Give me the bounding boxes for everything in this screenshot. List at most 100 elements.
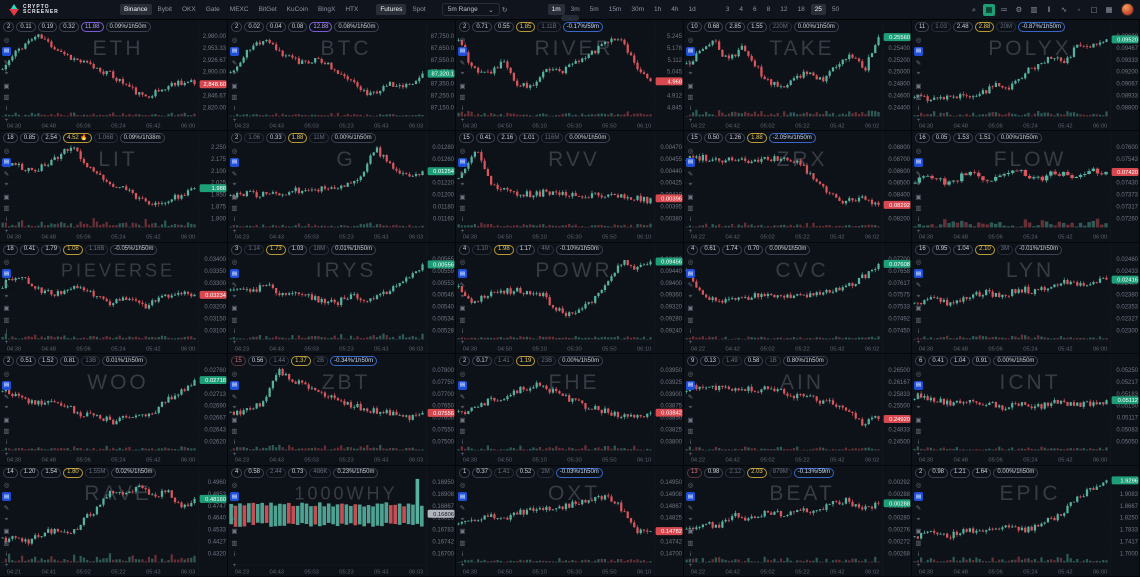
add-icon[interactable]: + xyxy=(916,562,921,570)
add-icon[interactable]: + xyxy=(688,227,693,235)
badge-0[interactable]: 11 xyxy=(915,22,930,32)
draw-icon[interactable]: ✎ xyxy=(915,170,922,178)
add-icon[interactable]: + xyxy=(460,339,465,347)
add-icon[interactable]: + xyxy=(460,450,465,458)
panels-icon[interactable]: ▥ xyxy=(231,428,238,436)
camera-icon[interactable]: ◎ xyxy=(915,482,922,490)
chart-style-icon[interactable]: ▤ xyxy=(686,46,695,56)
draw-icon[interactable]: ✎ xyxy=(915,393,922,401)
chart-style-icon[interactable]: ▤ xyxy=(2,46,11,56)
camera-icon[interactable]: ◎ xyxy=(915,259,922,267)
camera-icon[interactable]: ◎ xyxy=(3,36,10,44)
chart-style-icon[interactable]: ▤ xyxy=(2,269,11,279)
info-icon[interactable]: i xyxy=(917,216,920,224)
camera-icon[interactable]: ◎ xyxy=(231,36,238,44)
chart-style-icon[interactable]: ▤ xyxy=(914,269,923,279)
price-chart[interactable]: 5.2455.1785.1125.0454.9784.9124.8454.968… xyxy=(456,20,683,131)
crosshair-icon[interactable]: ⌖ xyxy=(232,515,237,523)
panels-icon[interactable]: ▥ xyxy=(915,316,922,324)
badge-4[interactable]: 11.88 xyxy=(80,22,104,32)
crosshair-icon[interactable]: ⌖ xyxy=(4,515,9,523)
camera-icon[interactable]: ◎ xyxy=(687,259,694,267)
badge-0[interactable]: 16 xyxy=(915,133,930,144)
panels-icon[interactable]: ▥ xyxy=(687,316,694,324)
camera-icon[interactable]: ◎ xyxy=(915,36,922,44)
badge-2[interactable]: 1.41 xyxy=(494,356,514,367)
badge-2[interactable]: 2.85 xyxy=(725,22,746,32)
crosshair-icon[interactable]: ⌖ xyxy=(4,404,9,412)
badge-1[interactable]: 0.41 xyxy=(19,244,40,255)
info-icon[interactable]: i xyxy=(689,105,692,112)
draw-icon[interactable]: ✎ xyxy=(459,505,466,513)
exchange-tab-bitget[interactable]: BitGet xyxy=(258,6,277,13)
exchange-tab-kucoin[interactable]: KuCoin xyxy=(286,6,308,13)
add-icon[interactable]: + xyxy=(232,450,237,458)
panels-icon[interactable]: ▥ xyxy=(459,428,466,436)
info-icon[interactable]: i xyxy=(461,439,464,447)
candles-icon[interactable]: ‖ xyxy=(1047,5,1051,14)
draw-icon[interactable]: ✎ xyxy=(459,59,466,67)
price-chart[interactable]: 0.4960 0.4853 0.4747 0.4640 0.4533 0.4427 0.43… xyxy=(0,465,227,576)
info-icon[interactable]: i xyxy=(689,550,692,558)
crosshair-icon[interactable]: ⌖ xyxy=(916,404,921,412)
info-icon[interactable]: i xyxy=(5,327,8,335)
crosshair-icon[interactable]: ⌖ xyxy=(688,515,693,523)
pct-time-badge[interactable]: 0.00%/1h50m xyxy=(330,133,376,144)
badge-4[interactable]: 11M xyxy=(309,133,329,144)
exchange-tab-gate[interactable]: Gate xyxy=(205,6,220,13)
layers-icon[interactable]: ▣ xyxy=(459,528,466,536)
draw-icon[interactable]: ✎ xyxy=(915,505,922,513)
panels-icon[interactable]: ▥ xyxy=(231,205,238,213)
badge-2[interactable]: 1.73 xyxy=(266,244,286,255)
price-chart[interactable]: 0.265000.261670.258330.255000.251670.248… xyxy=(684,354,911,465)
badge-0[interactable]: 10 xyxy=(687,22,702,32)
info-icon[interactable]: i xyxy=(233,439,236,447)
badge-3[interactable]: 1.08 xyxy=(63,244,83,255)
add-icon[interactable]: + xyxy=(232,116,237,124)
exchange-tab-htx[interactable]: HTX xyxy=(345,6,359,13)
add-icon[interactable]: + xyxy=(916,116,921,124)
pct-time-badge[interactable]: 0.01%/1h50m xyxy=(331,244,377,255)
add-icon[interactable]: + xyxy=(4,227,9,235)
price-chart[interactable]: 0.027600.027370.027130.026900.026670.026… xyxy=(0,354,227,465)
layers-icon[interactable]: ▣ xyxy=(3,416,10,424)
info-icon[interactable]: i xyxy=(5,439,8,447)
grid-size-tab-50[interactable]: 50 xyxy=(831,6,840,13)
badge-4[interactable]: 12.88 xyxy=(309,22,333,32)
badge-0[interactable]: 16 xyxy=(915,244,930,255)
panels-icon[interactable]: ▥ xyxy=(687,205,694,213)
badge-3[interactable]: 1.03 xyxy=(287,244,308,255)
chart-style-icon[interactable]: ▤ xyxy=(230,157,239,167)
chart-style-icon[interactable]: ▤ xyxy=(458,380,467,390)
add-icon[interactable]: + xyxy=(460,116,465,124)
panels-icon[interactable]: ▥ xyxy=(459,539,466,547)
chart-style-icon[interactable]: ▤ xyxy=(914,157,923,167)
badge-1[interactable]: 1.14 xyxy=(244,244,265,255)
layers-icon[interactable]: ▣ xyxy=(231,193,238,201)
badge-3[interactable]: 0.81 xyxy=(59,356,80,367)
badge-3[interactable]: 2.10 xyxy=(975,244,995,255)
pct-time-badge[interactable]: 0.00%/1h50m xyxy=(765,244,811,255)
draw-icon[interactable]: ✎ xyxy=(231,59,238,67)
badge-4[interactable]: 1B xyxy=(765,356,781,367)
add-icon[interactable]: + xyxy=(4,339,9,347)
badge-3[interactable]: 0.08 xyxy=(287,22,308,32)
badge-4[interactable]: 1.55M xyxy=(84,467,110,478)
badge-2[interactable]: 0.55 xyxy=(494,22,514,32)
panels-icon[interactable]: ▥ xyxy=(459,316,466,324)
pct-time-badge[interactable]: -2.05%/1h50m xyxy=(768,133,816,144)
camera-icon[interactable]: ◎ xyxy=(915,370,922,378)
badge-4[interactable]: 2M xyxy=(537,467,554,478)
draw-icon[interactable]: ✎ xyxy=(687,393,694,401)
crosshair-icon[interactable]: ⌖ xyxy=(460,181,465,189)
badge-0[interactable]: 6 xyxy=(915,356,927,367)
badge-4[interactable]: 4M xyxy=(537,244,554,255)
badge-0[interactable]: 13 xyxy=(687,467,702,478)
info-icon[interactable]: i xyxy=(689,439,692,447)
draw-icon[interactable]: ✎ xyxy=(3,59,10,67)
price-chart[interactable]: 0.012800.012600.012400.012200.012000.011… xyxy=(228,131,455,242)
panels-icon[interactable]: ▥ xyxy=(915,94,922,101)
add-icon[interactable]: + xyxy=(688,562,693,570)
badge-1[interactable]: 1.20 xyxy=(19,467,40,478)
crosshair-icon[interactable]: ⌖ xyxy=(232,70,237,77)
